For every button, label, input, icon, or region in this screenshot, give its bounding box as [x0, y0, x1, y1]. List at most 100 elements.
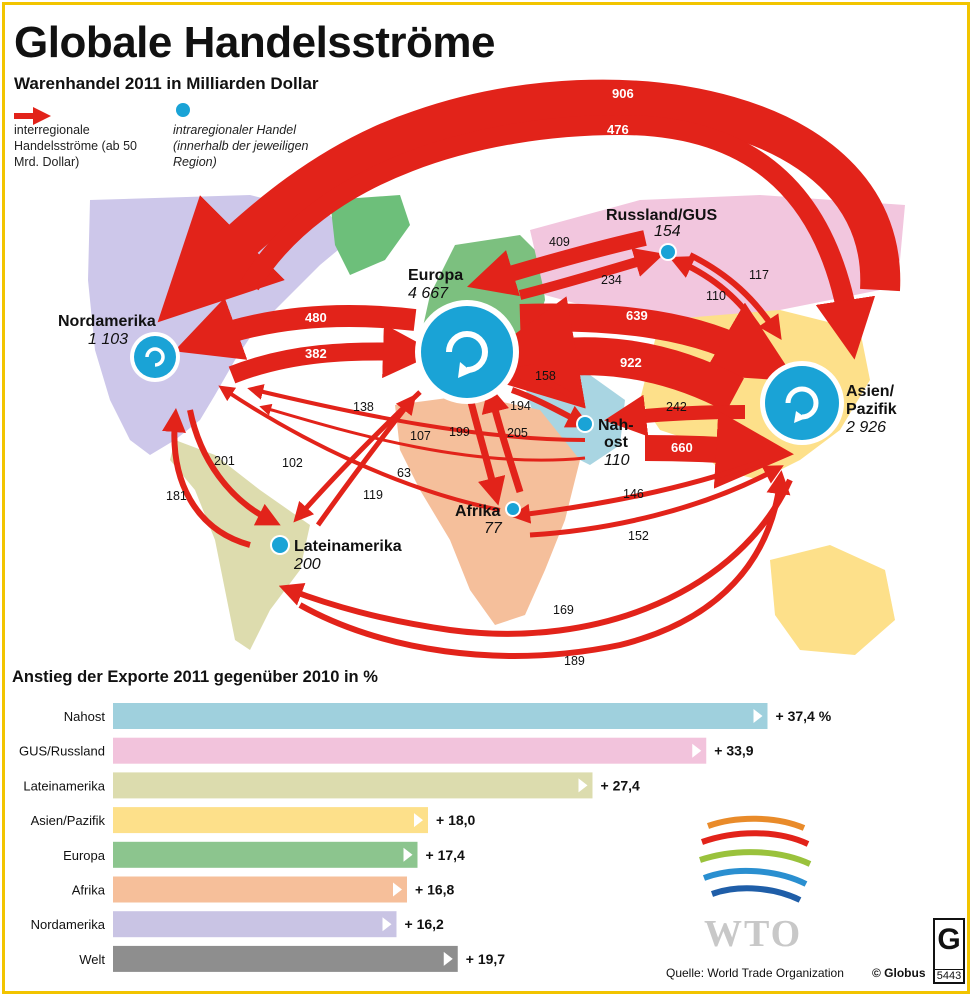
- bar-category-label: Welt: [79, 952, 105, 967]
- copyright-note: © Globus: [872, 966, 926, 980]
- bar-value-label: + 17,4: [426, 847, 466, 863]
- region-label-asien-1: Asien/: [846, 383, 895, 400]
- bar-category-label: Europa: [63, 848, 106, 863]
- flow-label-eu-to-af: 199: [449, 425, 470, 439]
- region-value-lateinamerika: 200: [293, 556, 321, 573]
- flow-label-af-to-eu: 205: [507, 426, 528, 440]
- region-value-nahost: 110: [604, 452, 630, 469]
- region-label-europa: Europa: [408, 267, 463, 284]
- greenland-shape: [330, 195, 410, 275]
- intra-circle-nordamerika: [130, 332, 180, 382]
- flow-asia-to-ru: [669, 256, 763, 332]
- flow-me-to-asia: [644, 410, 794, 489]
- source-note: Quelle: World Trade Organization: [666, 966, 844, 980]
- bar-category-label: GUS/Russland: [19, 744, 105, 759]
- flow-ru-to-eu: [467, 230, 647, 297]
- bar-end-marker: [692, 743, 702, 758]
- flow-label-na-to-la: 201: [214, 454, 235, 468]
- flow-label-eu-to-asia: 639: [626, 308, 648, 323]
- flow-asia-to-na: [157, 79, 901, 323]
- region-label-nahost-1: Nah-: [598, 417, 634, 434]
- flow-label-eu-to-ru: 234: [601, 273, 622, 287]
- flow-na-to-asia: [241, 114, 876, 360]
- bar-end-marker: [414, 813, 423, 828]
- bar-value-label: + 16,2: [405, 916, 445, 932]
- bar: [113, 772, 593, 799]
- flow-label-af-to-asia: 152: [628, 529, 649, 543]
- bar-end-marker: [403, 847, 413, 862]
- flow-label-asia-to-la: 169: [553, 603, 574, 617]
- legend-intra-icon: [174, 101, 192, 119]
- flow-label-me-to-asia: 660: [671, 440, 693, 455]
- intra-circle-europa: [415, 300, 519, 404]
- flow-af-to-asia: [529, 465, 784, 538]
- region-value-asien: 2 926: [845, 419, 886, 436]
- bar-category-label: Asien/Pazifik: [31, 813, 106, 828]
- bar-end-marker: [753, 709, 763, 723]
- flow-label-me-to-na2: 63: [397, 466, 411, 480]
- globus-badge: G 5443: [933, 918, 965, 984]
- page-subtitle: Warenhandel 2011 in Milliarden Dollar: [14, 74, 319, 93]
- bar-end-marker: [382, 917, 392, 932]
- flow-af-to-eu: [481, 384, 524, 494]
- bar-value-label: + 16,8: [415, 882, 455, 898]
- globus-mark: G: [937, 923, 961, 956]
- region-label-afrika: Afrika: [455, 503, 500, 520]
- bar: [113, 703, 768, 729]
- flow-na-to-eu: [228, 324, 437, 384]
- flow-me-to-eu: [508, 363, 572, 398]
- flow-label-me-to-eu: 158: [535, 369, 556, 383]
- flow-label-na-to-eu: 382: [305, 346, 327, 361]
- flow-la-to-eu: [315, 394, 417, 527]
- flow-label-asia-to-me: 242: [666, 400, 687, 414]
- intra-circle-russland: [659, 243, 677, 261]
- flow-asia-to-af: [510, 459, 761, 524]
- flow-label-asia-to-af: 146: [623, 487, 644, 501]
- bar: [113, 945, 458, 972]
- region-value-nordamerika: 1 103: [88, 331, 128, 348]
- flow-label-la-to-eu: 119: [363, 488, 383, 502]
- australia-shape: [770, 545, 895, 655]
- flow-eu-to-me: [510, 387, 591, 428]
- bar-value-label: + 37,4 %: [776, 708, 832, 724]
- intra-circle-lateinamerika: [270, 535, 290, 555]
- bar-value-label: + 18,0: [436, 812, 476, 828]
- flow-na-to-la: [187, 409, 281, 526]
- wto-logo-text: WTO: [704, 913, 803, 955]
- region-value-europa: 4 667: [408, 285, 449, 302]
- flow-label-na-to-asia: 476: [607, 122, 629, 137]
- flow-eu-to-na: [173, 297, 417, 360]
- bar-value-label: + 27,4: [601, 777, 641, 793]
- flow-label-eu-to-na: 480: [305, 310, 327, 325]
- flow-label-ru-to-eu: 409: [549, 235, 570, 249]
- legend-intra-text: intraregionaler Handel (innerhalb der je…: [173, 123, 309, 169]
- flow-af-to-na: [218, 385, 501, 512]
- region-label-asien-2: Pazifik: [846, 401, 897, 418]
- bar-category-label: Lateinamerika: [23, 778, 105, 793]
- flow-asia-to-la: [278, 478, 793, 637]
- flow-label-asia-to-ru: 110: [706, 289, 726, 303]
- flow-me-to-na2: [259, 403, 586, 462]
- region-label-nahost-2: ost: [604, 434, 629, 451]
- region-label-russland: Russland/GUS: [606, 207, 717, 224]
- flow-label-eu-to-la: 138: [353, 400, 374, 414]
- bar-category-label: Nahost: [64, 709, 106, 724]
- wto-logo-icon: [699, 815, 812, 903]
- chart-title: Anstieg der Exporte 2011 gegenüber 2010 …: [12, 668, 378, 686]
- legend-arrow-text: interregionale Handelsströme (ab 50 Mrd.…: [14, 123, 137, 169]
- intra-circle-nahost: [576, 415, 594, 433]
- region-label-nordamerika: Nordamerika: [58, 313, 156, 330]
- region-value-afrika: 77: [484, 520, 503, 537]
- bar-end-marker: [578, 778, 588, 793]
- flow-label-me-to-na: 107: [410, 429, 431, 443]
- bar-end-marker: [393, 882, 402, 897]
- bar: [113, 876, 407, 903]
- flow-label-ru-to-asia: 117: [749, 268, 769, 282]
- bar-category-label: Afrika: [72, 883, 106, 898]
- page-title: Globale Handelsströme: [14, 18, 495, 67]
- intra-circle-asien: [760, 361, 844, 445]
- flow-label-asia-to-eu: 922: [620, 355, 642, 370]
- flow-la-to-na: [162, 408, 251, 548]
- flow-label-la-to-na: 181: [166, 489, 187, 503]
